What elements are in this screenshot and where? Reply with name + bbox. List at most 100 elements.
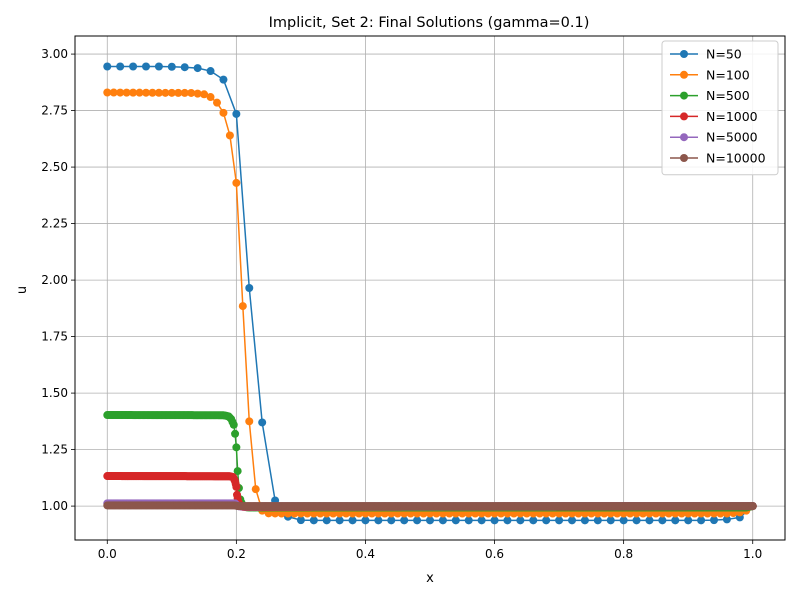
data-point: [606, 509, 615, 518]
data-point: [542, 509, 551, 518]
data-point: [161, 88, 170, 97]
data-point: [671, 516, 680, 525]
data-point: [290, 509, 299, 518]
data-point: [568, 509, 576, 518]
data-point: [400, 509, 409, 518]
data-point: [229, 420, 238, 429]
data-point: [580, 509, 589, 518]
data-point: [148, 88, 157, 97]
x-tick-label: 0.6: [485, 547, 504, 561]
legend-label: N=5000: [706, 130, 758, 145]
data-point: [380, 509, 389, 518]
data-point: [516, 509, 525, 518]
y-axis-label: u: [15, 286, 30, 294]
legend-marker: [680, 50, 688, 58]
data-point: [180, 63, 189, 72]
data-point: [555, 509, 564, 518]
data-point: [451, 509, 460, 518]
data-point: [271, 509, 280, 518]
data-point: [193, 64, 202, 73]
data-point: [677, 509, 686, 518]
data-point: [103, 62, 112, 71]
legend-item: N=5000: [670, 130, 758, 145]
data-point: [135, 88, 144, 97]
legend-item: N=50: [670, 47, 742, 62]
data-point: [322, 509, 331, 518]
data-point: [561, 509, 570, 518]
data-point: [316, 509, 325, 518]
data-point: [503, 509, 512, 518]
legend-item: N=500: [670, 88, 750, 103]
data-point: [490, 509, 499, 518]
data-point: [426, 509, 434, 518]
data-point: [154, 88, 163, 97]
data-point: [613, 509, 622, 518]
data-point: [587, 509, 596, 518]
data-point: [413, 516, 422, 525]
data-point: [658, 516, 667, 525]
y-tick-label: 2.50: [41, 160, 68, 174]
data-point: [129, 88, 138, 97]
data-point: [606, 516, 615, 525]
data-point: [387, 516, 396, 525]
data-point: [432, 509, 441, 518]
y-tick-label: 1.50: [41, 386, 68, 400]
legend-marker: [680, 70, 688, 79]
data-point: [580, 516, 589, 525]
data-point: [233, 467, 242, 476]
data-point: [393, 509, 402, 518]
data-point: [355, 509, 363, 518]
data-point: [167, 62, 176, 71]
data-point: [174, 88, 183, 97]
y-tick-label: 1.25: [41, 443, 68, 457]
data-point: [445, 509, 454, 518]
series-line: [107, 65, 754, 522]
data-point: [258, 418, 267, 427]
data-point: [342, 509, 351, 518]
data-point: [716, 509, 725, 518]
series-line: [107, 414, 753, 509]
data-point: [690, 509, 699, 518]
series-n-10000: [103, 501, 757, 511]
data-point: [477, 509, 486, 518]
data-point: [535, 509, 544, 518]
data-point: [303, 509, 312, 518]
data-point: [645, 516, 654, 525]
series-n-500: [103, 411, 757, 512]
data-point: [593, 516, 602, 525]
y-tick-label: 2.25: [41, 217, 68, 231]
data-point: [154, 62, 163, 71]
data-point: [477, 516, 486, 525]
data-point: [574, 509, 583, 518]
data-point: [645, 509, 654, 518]
legend-item: N=10000: [670, 151, 766, 166]
data-point: [703, 509, 712, 518]
data-point: [245, 417, 254, 426]
data-point: [426, 516, 434, 525]
data-point: [238, 302, 247, 311]
data-point: [664, 509, 673, 518]
y-tick-label: 2.00: [41, 273, 68, 287]
legend-label: N=500: [706, 88, 750, 103]
data-point: [116, 62, 125, 71]
data-point: [522, 509, 531, 518]
legend-item: N=1000: [670, 109, 758, 124]
data-point: [296, 516, 305, 525]
data-point: [213, 98, 221, 107]
data-point: [722, 515, 731, 524]
legend-label: N=50: [706, 47, 742, 62]
data-point: [400, 516, 409, 525]
data-point: [232, 482, 241, 491]
x-tick-label: 1.0: [743, 547, 762, 561]
chart-title: Implicit, Set 2: Final Solutions (gamma=…: [269, 15, 590, 31]
data-point: [451, 516, 460, 525]
data-point: [548, 509, 557, 518]
x-tick-label: 0.8: [614, 547, 633, 561]
data-point: [658, 509, 667, 518]
data-point: [225, 131, 234, 140]
x-axis: 0.0 0.2 0.4 0.6 0.8 1.0: [98, 540, 762, 561]
data-point: [626, 509, 635, 518]
data-point: [684, 509, 693, 518]
data-point: [555, 516, 564, 525]
data-point: [639, 509, 647, 518]
